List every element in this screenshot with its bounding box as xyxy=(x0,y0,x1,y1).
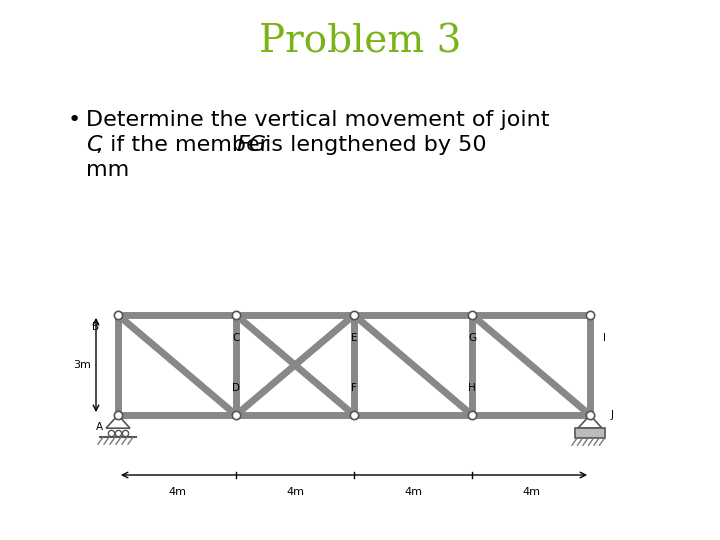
Text: •: • xyxy=(68,110,81,130)
Text: B: B xyxy=(92,322,99,333)
Text: FG: FG xyxy=(236,135,266,155)
Text: 4m: 4m xyxy=(522,487,540,497)
Text: J: J xyxy=(611,410,613,420)
Text: I: I xyxy=(603,333,606,343)
Text: , if the member: , if the member xyxy=(96,135,276,155)
Text: E: E xyxy=(351,333,357,343)
Text: is lengthened by 50: is lengthened by 50 xyxy=(258,135,487,155)
Text: Problem 3: Problem 3 xyxy=(258,24,462,60)
Text: F: F xyxy=(351,383,357,393)
Text: C: C xyxy=(86,135,102,155)
Text: G: G xyxy=(468,333,476,343)
Text: 3m: 3m xyxy=(73,360,91,370)
Text: mm: mm xyxy=(86,160,130,180)
Polygon shape xyxy=(575,428,605,438)
Text: H: H xyxy=(468,383,476,393)
Text: D: D xyxy=(232,383,240,393)
Text: 4m: 4m xyxy=(404,487,422,497)
Text: Determine the vertical movement of joint: Determine the vertical movement of joint xyxy=(86,110,549,130)
Text: C: C xyxy=(233,333,240,343)
Text: 4m: 4m xyxy=(286,487,304,497)
Text: 4m: 4m xyxy=(168,487,186,497)
Text: A: A xyxy=(96,422,103,433)
